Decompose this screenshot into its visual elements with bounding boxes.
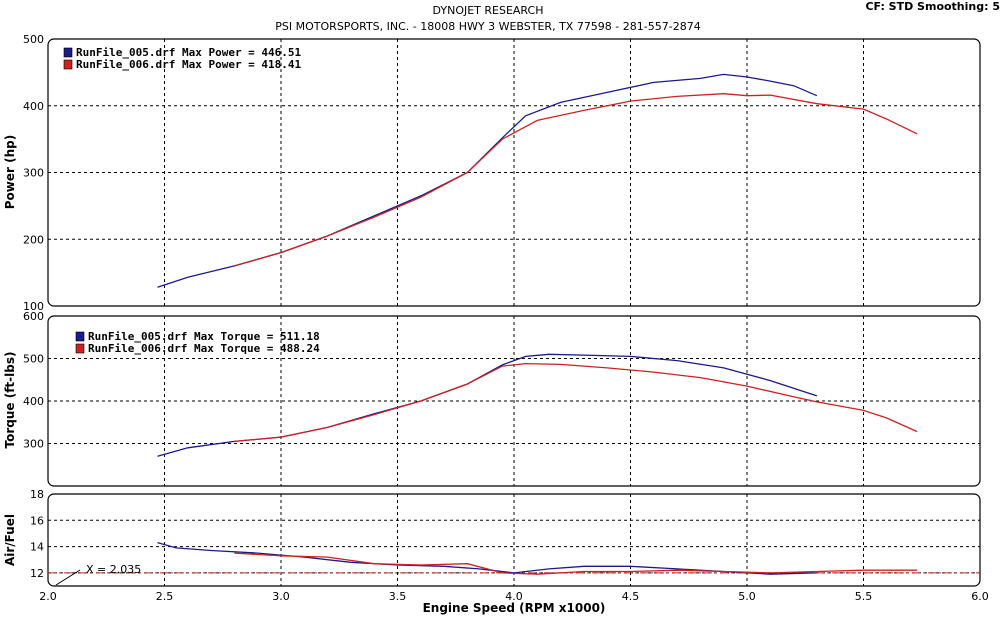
airfuel-y-tick-label: 12	[30, 567, 44, 580]
annotation-pointer	[55, 569, 81, 586]
x-tick-label: 4.0	[505, 590, 523, 603]
legend-entry-run006: RunFile_006.drf Max Power = 418.41	[76, 58, 302, 71]
x-tick-label: 3.5	[389, 590, 407, 603]
x-tick-label: 5.5	[855, 590, 873, 603]
header-settings: CF: STD Smoothing: 5	[865, 0, 1000, 13]
torque-y-tick-label: 400	[23, 395, 44, 408]
power-panel: 100 200 300 400 500 Power (hp) RunFile_005.d…	[3, 33, 981, 313]
power-y-tick-label: 200	[23, 233, 44, 246]
x-tick-label: 5.0	[738, 590, 756, 603]
header-subtitle: PSI MOTORSPORTS, INC. - 18008 HWY 3 WEBS…	[275, 20, 700, 33]
legend-entry-run005: RunFile_005.drf Max Power = 446.51	[76, 46, 302, 59]
legend-swatch-run006	[75, 343, 85, 354]
airfuel-panel: 12 14 16 18 2.0 2.5 3.0 3.5 4.0 4.5 5.0 5.5 6.0 Air…	[3, 488, 989, 615]
airfuel-y-tick-label: 14	[30, 541, 44, 554]
legend-swatch-run005	[63, 47, 73, 58]
x-readout-annotation: X = 2.035	[86, 563, 141, 576]
x-axis-label: Engine Speed (RPM x1000)	[423, 601, 606, 615]
torque-y-tick-label: 500	[23, 353, 44, 366]
x-tick-label: 2.5	[156, 590, 174, 603]
power-series-line-run006	[234, 93, 918, 267]
airfuel-series-line-run006	[234, 552, 918, 575]
power-axis-label: Power (hp)	[3, 135, 17, 209]
airfuel-axis-label: Air/Fuel	[3, 514, 17, 566]
x-tick-label: 6.0	[971, 590, 989, 603]
torque-panel: 300 400 500 600 Torque (ft-lbs) RunFile_005…	[3, 310, 981, 487]
airfuel-y-tick-label: 18	[30, 488, 44, 501]
airfuel-series-line-run005	[157, 541, 817, 575]
torque-y-tick-label: 300	[23, 438, 44, 451]
header-title: DYNOJET RESEARCH	[433, 4, 544, 17]
torque-axis-label: Torque (ft-lbs)	[3, 352, 17, 449]
power-y-tick-label: 100	[23, 300, 44, 313]
legend-entry-run006: RunFile_006.drf Max Torque = 488.24	[88, 342, 320, 355]
power-y-tick-label: 300	[23, 167, 44, 180]
torque-y-tick-label: 600	[23, 310, 44, 323]
x-tick-label: 4.5	[622, 590, 640, 603]
torque-series-line-run006	[234, 362, 918, 443]
legend-entry-run005: RunFile_005.drf Max Torque = 511.18	[88, 330, 320, 343]
x-tick-label: 2.0	[39, 590, 57, 603]
power-y-tick-label: 500	[23, 33, 44, 46]
airfuel-y-tick-label: 16	[30, 514, 44, 527]
legend-swatch-run006	[63, 59, 73, 70]
x-tick-label: 3.0	[272, 590, 290, 603]
legend-swatch-run005	[75, 331, 85, 342]
power-y-tick-label: 400	[23, 100, 44, 113]
